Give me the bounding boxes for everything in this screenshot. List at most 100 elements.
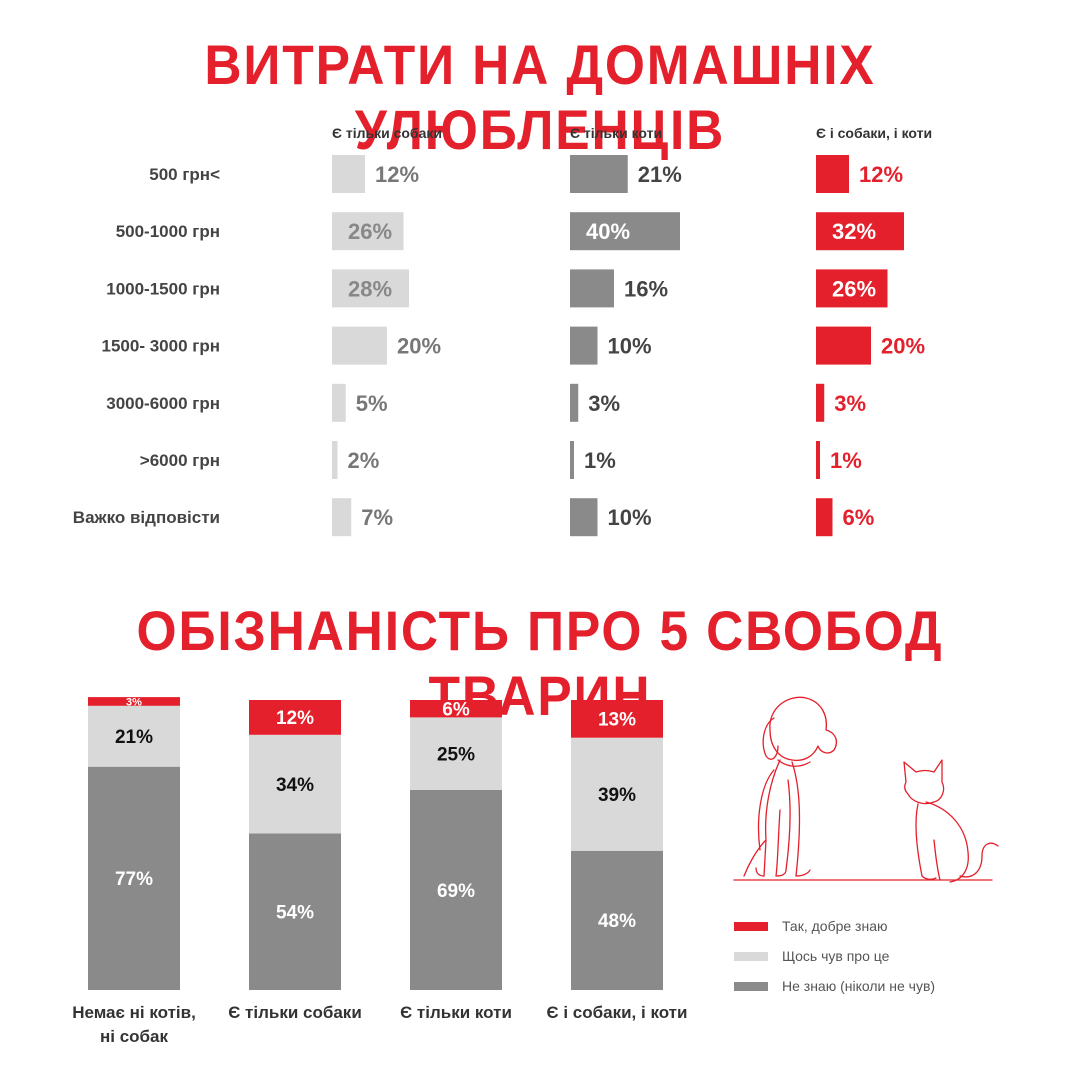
stack-segment	[88, 766, 180, 990]
stack-segment	[249, 734, 341, 834]
bar	[570, 441, 574, 479]
spending-title: ВИТРАТИ НА ДОМАШНІХ УЛЮБЛЕНЦІВ	[204, 33, 876, 161]
bar	[332, 441, 338, 479]
category-label: 3000-6000 грн	[106, 394, 220, 413]
data-label: 2%	[348, 448, 380, 473]
legend-label: Так, добре знаю	[782, 918, 888, 934]
data-label: 10%	[608, 505, 652, 530]
spending-chart: Є тільки собаки Є тільки коти Є і собаки, …	[73, 125, 932, 537]
data-label: 10%	[608, 334, 652, 359]
stack-segment	[410, 717, 502, 790]
segment-label: 34%	[276, 775, 314, 796]
cat-paws	[921, 875, 937, 880]
data-label: 12%	[859, 162, 903, 187]
data-label: 26%	[348, 219, 392, 244]
category-label: Немає ні котів,	[72, 1003, 196, 1022]
segment-label: 39%	[598, 785, 636, 806]
data-label: 32%	[832, 219, 876, 244]
data-label: 40%	[586, 219, 630, 244]
category-label: Важко відповісти	[73, 508, 220, 527]
stack-segment	[88, 697, 180, 706]
category-label: Є тільки коти	[400, 1003, 512, 1022]
bar	[570, 269, 614, 308]
data-label: 3%	[834, 391, 866, 416]
bar	[332, 155, 365, 193]
segment-label: 13%	[598, 710, 636, 731]
dog-body-lines	[757, 769, 791, 871]
legend-swatch	[734, 922, 768, 931]
bar	[816, 441, 820, 479]
stack-segment	[571, 700, 663, 738]
bar	[570, 383, 579, 422]
data-label: 16%	[624, 276, 668, 301]
segment-label: 48%	[598, 911, 636, 932]
stack-segment	[410, 700, 502, 718]
segment-label: 3%	[126, 696, 142, 708]
dog-ear	[762, 717, 779, 760]
legend-label: Щось чув про це	[782, 948, 890, 964]
cat-head	[903, 759, 945, 805]
data-label: 7%	[361, 505, 393, 530]
bar	[816, 498, 833, 537]
segment-label: 69%	[437, 881, 475, 902]
dog-and-cat-illustration	[733, 696, 999, 883]
stack-segment	[571, 737, 663, 851]
legend-label: Не знаю (ніколи не чув)	[782, 978, 935, 994]
category-label: 500-1000 грн	[116, 222, 220, 241]
category-label: Є і собаки, і коти	[547, 1003, 688, 1022]
category-label: >6000 грн	[140, 451, 220, 470]
bar	[332, 383, 346, 422]
dog-body	[743, 759, 801, 877]
bar	[816, 269, 888, 308]
data-label: 3%	[588, 391, 620, 416]
data-label: 26%	[832, 276, 876, 301]
segment-label: 12%	[276, 708, 314, 729]
data-label: 21%	[638, 162, 682, 187]
category-label: 1500- 3000 грн	[102, 337, 220, 356]
category-label: 500 грн<	[149, 165, 220, 184]
cat-body	[915, 801, 969, 883]
data-label: 12%	[375, 162, 419, 187]
bar	[816, 155, 849, 193]
data-label: 6%	[843, 505, 875, 530]
bar	[332, 326, 387, 365]
segment-label: 25%	[437, 744, 475, 765]
data-label: 5%	[356, 391, 388, 416]
column-header: Є тільки собаки	[332, 125, 442, 141]
segment-label: 21%	[115, 727, 153, 748]
category-label: 1000-1500 грн	[106, 279, 220, 298]
bar	[332, 269, 409, 308]
bar	[332, 212, 404, 251]
legend-swatch	[734, 952, 768, 961]
stack-segment	[571, 850, 663, 990]
awareness-chart: 77% 21% 3% Немає ні котів, ні собак 54% 34% 12%…	[72, 696, 688, 1046]
awareness-title: ОБІЗНАНІСТЬ ПРО 5 СВОБОД ТВАРИН	[136, 599, 944, 727]
data-label: 28%	[348, 276, 392, 301]
data-label: 20%	[881, 334, 925, 359]
legend: Так, добре знаю Щось чув про це Не знаю (н…	[734, 918, 935, 994]
dog-head	[769, 696, 838, 762]
bar	[570, 212, 680, 251]
stack-segment	[249, 833, 341, 990]
segment-label: 6%	[442, 700, 470, 721]
data-label: 1%	[584, 448, 616, 473]
data-label: 1%	[830, 448, 862, 473]
column-header: Є тільки коти	[570, 125, 662, 141]
dog-collar	[777, 759, 811, 767]
category-label: ні собак	[100, 1027, 169, 1046]
bar	[816, 383, 825, 422]
bar	[816, 326, 871, 365]
stack-segment	[249, 700, 341, 735]
column-header: Є і собаки, і коти	[816, 125, 932, 141]
segment-label: 54%	[276, 903, 314, 924]
bar	[570, 498, 598, 537]
bar	[570, 155, 628, 193]
category-label: Є тільки собаки	[228, 1003, 362, 1022]
stack-segment	[88, 705, 180, 767]
segment-label: 77%	[115, 869, 153, 890]
data-label: 20%	[397, 334, 441, 359]
bar	[332, 498, 352, 537]
dog-legs	[755, 867, 811, 877]
bar	[570, 326, 598, 365]
cat-tail	[959, 842, 999, 878]
